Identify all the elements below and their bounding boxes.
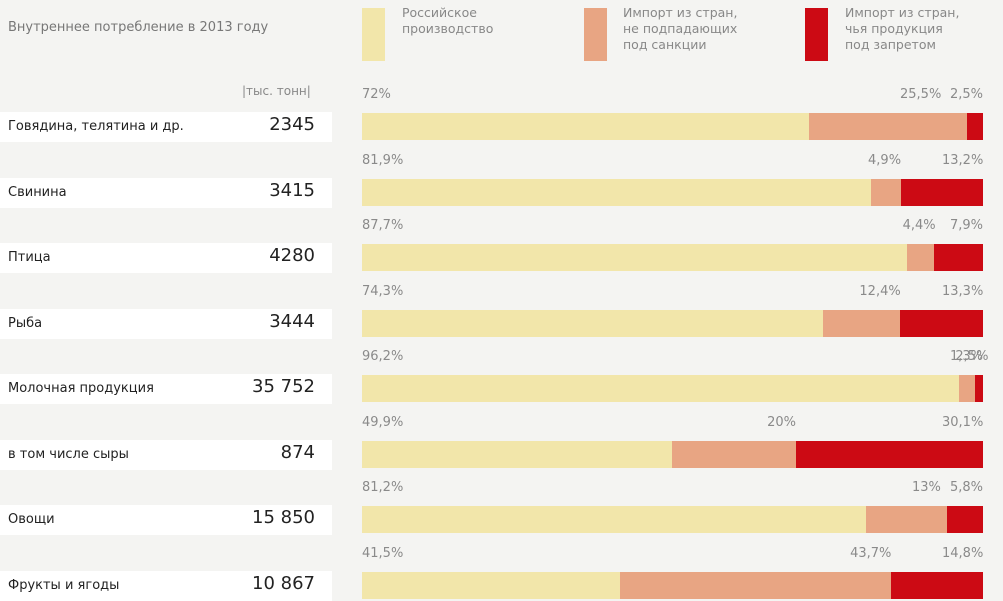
bar-segment-import-allowed [809, 113, 968, 140]
bar-percent-label: 74,3% [362, 283, 404, 299]
row-label-band [0, 505, 332, 535]
bar-segment-import-allowed [906, 244, 934, 271]
row-label-band [0, 177, 332, 208]
bar-percent-label: 13,3% [942, 283, 984, 299]
bar-percent-label: 81,2% [362, 480, 404, 495]
bar-percent-label: 2,5% [955, 349, 989, 364]
legend-label-import-banned: Импорт из стран, чья продукция под запре… [845, 5, 960, 52]
bar-segment-import-allowed [870, 178, 902, 206]
bar-segment-domestic [362, 375, 960, 402]
row-consumption-value: 4280 [269, 245, 315, 266]
legend-swatch-import-allowed [584, 8, 607, 61]
chart-title: Внутреннее потребление в 2013 году [8, 20, 269, 35]
bar-segment-domestic [362, 440, 672, 468]
row-consumption-value: 10 867 [252, 572, 315, 594]
bar-percent-label: 81,9% [362, 152, 404, 168]
row-consumption-value: 3415 [269, 179, 315, 201]
bar-percent-label: 14,8% [942, 545, 984, 561]
bar-percent-label: 49,9% [362, 414, 404, 430]
row-consumption-value: 874 [280, 441, 315, 463]
row-category-label: Фрукты и ягоды [8, 577, 120, 593]
bar-segment-import-banned [900, 309, 983, 337]
bar-segment-import-allowed [619, 571, 892, 599]
bar-segment-domestic [362, 113, 810, 140]
row-category-label: Птица [8, 250, 51, 265]
bar-percent-label: 5,8% [950, 480, 984, 495]
bar-percent-label: 25,5% [900, 87, 942, 102]
bar-segment-import-allowed [671, 440, 797, 468]
row-category-label: Свинина [8, 184, 67, 200]
row-consumption-value: 35 752 [252, 376, 315, 397]
bar-percent-label: 1,3% [950, 349, 984, 364]
row-label-band [0, 243, 332, 273]
legend-swatch-import-banned [805, 8, 828, 61]
bar-percent-label: 7,9% [950, 218, 984, 233]
row-category-label: в том числе сыры [8, 446, 129, 462]
bar-segment-import-allowed [959, 375, 975, 402]
bar-percent-label: 43,7% [850, 545, 892, 561]
bar-segment-import-banned [796, 440, 983, 468]
row-label-band [0, 308, 332, 339]
bar-percent-label: 30,1% [942, 414, 984, 430]
bar-percent-label: 41,5% [362, 545, 404, 561]
bar-percent-label: 12,4% [859, 283, 901, 299]
row-label-band [0, 374, 332, 404]
row-category-label: Рыба [8, 315, 43, 331]
row-label-band [0, 112, 332, 142]
bar-segment-domestic [362, 178, 871, 206]
bar-segment-domestic [362, 309, 824, 337]
bar-segment-import-allowed [866, 506, 947, 533]
bar-percent-label: 4,9% [868, 152, 902, 168]
bar-segment-import-banned [891, 571, 983, 599]
row-category-label: Молочная продукция [8, 381, 154, 396]
bar-percent-label: 2,5% [950, 87, 984, 102]
row-consumption-value: 2345 [269, 114, 315, 135]
legend-label-domestic: Российское производство [402, 5, 494, 36]
bar-segment-domestic [362, 244, 907, 271]
bar-percent-label: 13% [912, 480, 941, 495]
bar-percent-label: 87,7% [362, 218, 404, 233]
legend-swatch-domestic [362, 8, 385, 61]
row-consumption-value: 3444 [269, 310, 315, 332]
legend-label-import-allowed: Импорт из стран, не подпадающих под санк… [623, 5, 738, 52]
bar-segment-import-banned [933, 244, 983, 271]
row-category-label: Овощи [8, 512, 55, 527]
bar-segment-import-banned [901, 178, 983, 206]
unit-label: |тыс. тонн| [242, 84, 311, 98]
row-label-band [0, 439, 332, 470]
bar-percent-label: 72% [362, 87, 391, 102]
row-consumption-value: 15 850 [252, 507, 315, 528]
bar-percent-label: 13,2% [942, 152, 984, 168]
bar-segment-import-banned [946, 506, 983, 533]
bar-segment-import-banned [974, 375, 983, 402]
bar-percent-label: 20% [767, 414, 796, 430]
bar-percent-label: 4,4% [902, 218, 936, 233]
bar-segment-import-banned [967, 113, 983, 140]
row-category-label: Говядина, телятина и др. [8, 119, 184, 134]
bar-segment-domestic [362, 506, 867, 533]
bar-percent-label: 96,2% [362, 349, 404, 364]
bar-segment-domestic [362, 571, 620, 599]
bar-segment-import-allowed [823, 309, 901, 337]
